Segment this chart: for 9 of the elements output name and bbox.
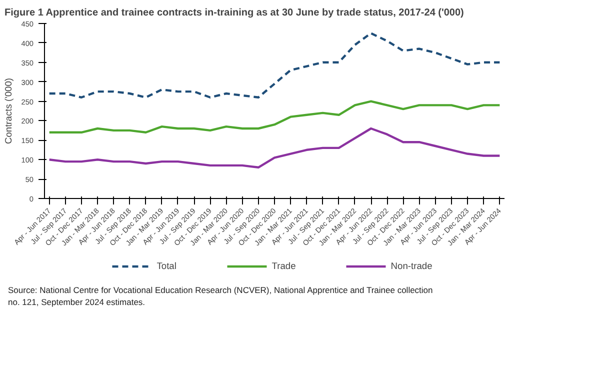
line-series bbox=[48, 127, 501, 168]
legend-label: Non-trade bbox=[390, 261, 432, 271]
source-note: Source: National Centre for Vocational Education Research (NCVER), National Apprentice and Trainee collection no. 121, September 2024 estimates. bbox=[8, 284, 433, 308]
legend-label: Trade bbox=[272, 261, 296, 271]
legend-label: Total bbox=[156, 261, 177, 271]
line-series bbox=[48, 100, 501, 134]
chart-title: Figure 1 Apprentice and trainee contracts in-training as at 30 June by trade status, 2017-24 ('000) bbox=[4, 8, 464, 18]
line-series bbox=[48, 32, 501, 98]
y-axis-title: Contracts ('000) bbox=[3, 78, 14, 144]
